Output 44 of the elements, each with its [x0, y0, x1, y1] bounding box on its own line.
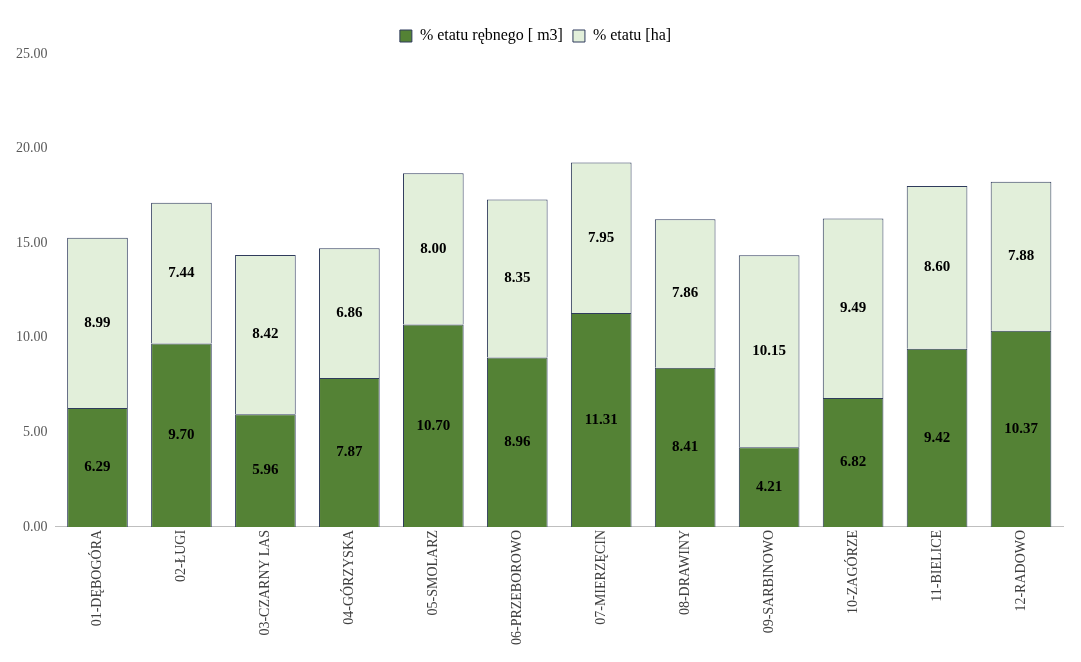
data-label: 8.96 — [504, 433, 531, 450]
data-label: 6.86 — [336, 304, 363, 321]
data-label: 7.87 — [336, 443, 363, 460]
data-label: 8.99 — [84, 313, 111, 330]
data-label: 8.60 — [923, 258, 951, 275]
x-tick-label: 07-MIERZĘCIN — [592, 529, 608, 625]
x-tick-label: 08-DRAWINY — [676, 529, 692, 616]
data-label: 9.70 — [168, 426, 195, 443]
data-label: 11.31 — [584, 410, 618, 427]
x-tick-label: 10-ZAGÓRZE — [843, 529, 860, 614]
data-label: 7.86 — [672, 284, 699, 301]
data-label: 8.35 — [504, 269, 531, 286]
y-tick-label: 15.00 — [16, 234, 48, 250]
x-tick-label: 03-CZARNY LAS — [257, 529, 273, 636]
data-label: 4.21 — [756, 477, 783, 494]
data-label: 10.37 — [1004, 419, 1039, 436]
legend-label: % etatu [ha] — [592, 26, 672, 44]
y-tick-label: 20.00 — [16, 140, 48, 156]
data-label: 7.44 — [168, 263, 196, 280]
data-label: 10.15 — [752, 342, 787, 359]
x-tick-label: 04-GÓRZYSKA — [340, 529, 357, 625]
x-tick-label: 11-BIELICE — [928, 529, 944, 602]
data-label: 8.41 — [672, 438, 699, 455]
y-tick-label: 25.00 — [16, 45, 48, 61]
data-label: 9.49 — [839, 299, 867, 316]
data-label: 6.29 — [84, 458, 111, 475]
x-tick-label: 05-SMOLARZ — [424, 529, 440, 616]
data-label: 9.42 — [923, 428, 951, 445]
data-label: 8.00 — [420, 239, 447, 256]
x-tick-label: 09-SARBINOWO — [760, 529, 776, 634]
legend-label: % etatu rębnego [ m3] — [419, 26, 563, 45]
x-tick-label: 06-PRZEBOROWO — [508, 529, 524, 646]
data-label: 7.95 — [588, 228, 615, 245]
y-tick-label: 10.00 — [16, 329, 48, 345]
data-label: 7.88 — [1007, 247, 1035, 264]
x-tick-label: 01-DĘBOGÓRA — [88, 529, 105, 627]
data-label: 10.70 — [416, 416, 451, 433]
data-label: 5.96 — [252, 461, 280, 478]
data-label: 6.82 — [839, 453, 867, 470]
data-label: 8.42 — [252, 325, 279, 342]
x-tick-label: 02-ŁUGI — [173, 529, 189, 582]
x-tick-label: 12-RADOWO — [1012, 529, 1028, 612]
y-tick-label: 5.00 — [23, 423, 48, 439]
y-tick-label: 0.00 — [23, 518, 48, 534]
